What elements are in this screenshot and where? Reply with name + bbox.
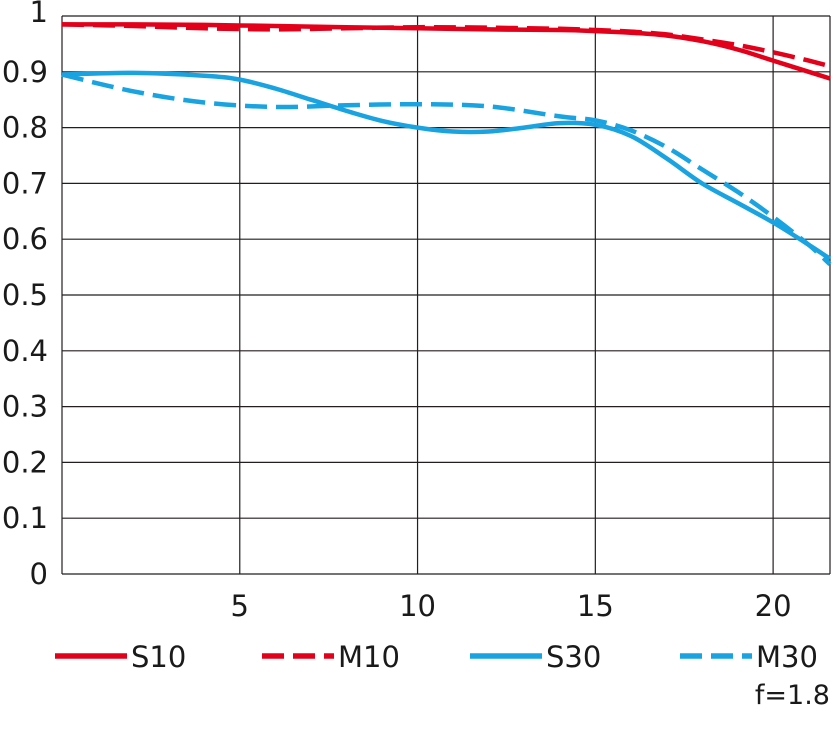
y-tick-label: 0: [30, 557, 48, 591]
y-tick-label: 0.8: [2, 111, 48, 145]
aperture-annotation: f=1.8: [755, 680, 830, 711]
series-line-m10: [61, 22, 831, 69]
y-tick-label: 0.3: [2, 390, 48, 424]
series-lines: [61, 22, 832, 266]
y-tick-label: 0.4: [2, 334, 48, 368]
x-axis-ticks: 5 10 15 20: [231, 589, 792, 623]
y-tick-label: 0.5: [2, 278, 48, 312]
gridlines: [61, 15, 831, 575]
y-tick-label: 1: [30, 0, 48, 29]
x-tick-label: 10: [399, 589, 436, 623]
y-tick-label: 0.1: [2, 501, 48, 535]
y-tick-label: 0.2: [2, 445, 48, 479]
x-tick-label: 15: [577, 589, 614, 623]
legend-label-s30: S30: [546, 640, 601, 674]
y-tick-label: 0.7: [2, 166, 48, 200]
legend-label-s10: S10: [131, 640, 186, 674]
y-tick-label: 0.6: [2, 222, 48, 256]
legend-label-m30: M30: [756, 640, 818, 674]
x-tick-label: 5: [231, 589, 249, 623]
x-tick-label: 20: [755, 589, 792, 623]
series-line-s30: [61, 70, 832, 261]
legend-label-m10: M10: [338, 640, 400, 674]
series-line-s10: [61, 22, 831, 81]
series-line-m30: [61, 72, 832, 266]
legend: S10 M10 S30 M30: [55, 640, 818, 674]
y-axis-ticks: 0 0.1 0.2 0.3 0.4 0.5 0.6 0.7 0.8 0.9 1: [2, 0, 48, 591]
y-tick-label: 0.9: [2, 55, 48, 89]
